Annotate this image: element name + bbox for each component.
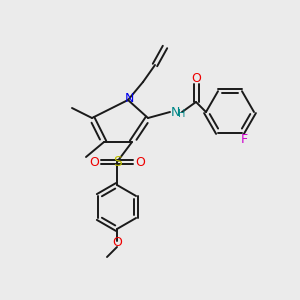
Text: H: H	[178, 109, 185, 119]
Text: O: O	[191, 73, 201, 85]
Text: N: N	[171, 106, 180, 118]
Text: O: O	[112, 236, 122, 248]
Text: F: F	[240, 133, 247, 146]
Text: O: O	[89, 155, 99, 169]
Text: O: O	[135, 155, 145, 169]
Text: N: N	[124, 92, 134, 104]
Text: S: S	[112, 155, 122, 169]
